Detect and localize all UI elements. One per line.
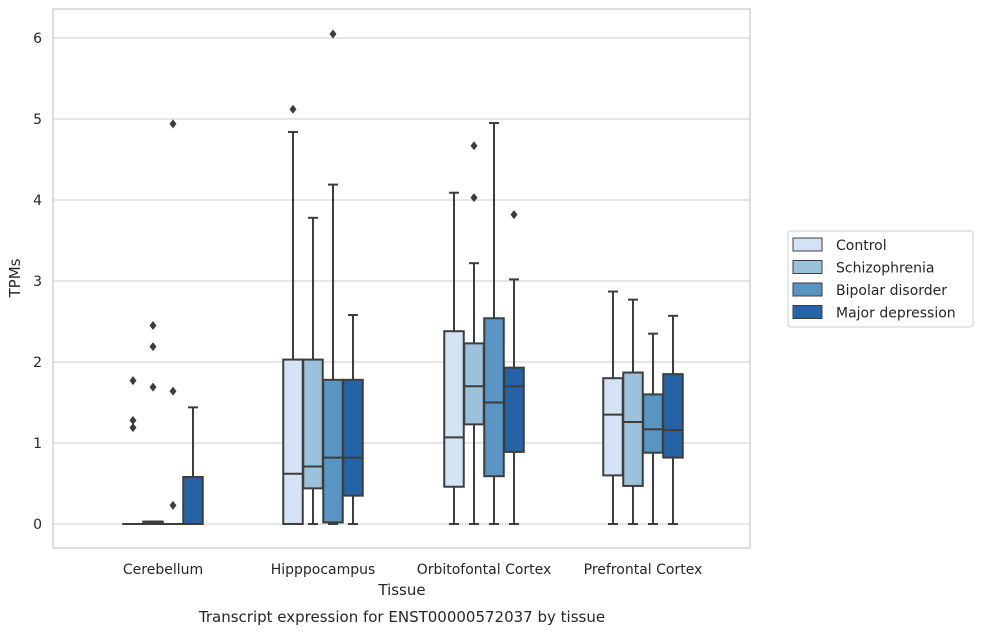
grid-layer [53, 37, 750, 525]
box-schizophrenia-0 [142, 321, 164, 526]
legend-swatch [792, 260, 823, 274]
box-iqr [463, 342, 485, 426]
box-major-depression-0 [182, 406, 204, 525]
box-iqr [443, 330, 465, 488]
outlier-point [129, 415, 137, 425]
x-tick-label: Orbitofontal Cortex [417, 562, 552, 578]
boxes-layer [122, 29, 684, 526]
box-control-3 [602, 290, 624, 525]
outlier-point [149, 382, 157, 392]
y-tick-label-4: 4 [33, 193, 42, 209]
box-schizophrenia-1 [302, 216, 324, 525]
legend-label: Control [836, 238, 887, 254]
box-iqr [662, 373, 684, 459]
box-major-depression-3 [662, 314, 684, 525]
outlier-point [129, 376, 137, 386]
box-bipolar-disorder-1 [322, 29, 344, 525]
x-tick-label: Hipppocampus [271, 562, 376, 578]
box-iqr [622, 371, 644, 487]
outlier-point [510, 210, 518, 220]
box-schizophrenia-2 [463, 141, 485, 525]
box-iqr [302, 358, 324, 490]
box-bipolar-disorder-0 [162, 119, 184, 526]
box-bipolar-disorder-2 [483, 122, 505, 525]
y-tick-label-6: 6 [33, 31, 42, 47]
y-axis-ticks: 0 1 2 3 4 5 6 [33, 31, 42, 533]
box-bipolar-disorder-3 [642, 332, 664, 525]
box-iqr [342, 378, 364, 497]
box-iqr [182, 476, 204, 525]
box-control-2 [443, 191, 465, 525]
outlier-point [169, 500, 177, 510]
box-iqr [642, 393, 664, 454]
legend-swatch [792, 237, 823, 252]
plot-frame [52, 8, 751, 549]
outlier-point [470, 193, 478, 203]
x-tick-label: Prefrontal Cortex [584, 562, 703, 578]
legend-swatch [792, 282, 823, 297]
outlier-point [470, 141, 478, 151]
box-iqr [483, 317, 505, 478]
x-axis-ticks: Cerebellum Hipppocampus Orbitofontal Corte… [123, 562, 702, 578]
x-tick-label: Cerebellum [123, 562, 203, 578]
box-iqr [322, 378, 344, 524]
outlier-point [169, 119, 177, 129]
y-tick-label-2: 2 [33, 355, 42, 371]
legend-frame [787, 230, 974, 328]
legend-label: Schizophrenia [836, 261, 934, 277]
y-tick-label-0: 0 [33, 517, 42, 533]
outlier-point [329, 29, 337, 39]
y-tick-label-3: 3 [33, 274, 42, 290]
chart-caption: Transcript expression for ENST0000057203… [198, 608, 605, 626]
box-iqr [282, 358, 304, 525]
box-iqr [503, 366, 525, 453]
box-major-depression-1 [342, 314, 364, 525]
box-control-0 [122, 376, 144, 526]
outlier-point [149, 342, 157, 352]
outlier-point [169, 386, 177, 396]
legend-swatch [792, 305, 823, 319]
box-control-1 [282, 104, 304, 525]
legend-label: Bipolar disorder [836, 283, 947, 299]
legend-label: Major depression [836, 306, 956, 322]
x-axis-title: Tissue [377, 581, 425, 599]
box-iqr [602, 377, 624, 477]
y-tick-label-5: 5 [33, 112, 42, 128]
outlier-point [129, 423, 137, 433]
box-schizophrenia-3 [622, 298, 644, 525]
outlier-point [289, 104, 297, 114]
outlier-point [149, 321, 157, 331]
legend: Control Schizophrenia Bipolar disorder Majo… [787, 230, 974, 328]
box-major-depression-2 [503, 210, 525, 525]
y-axis-title: TPMs [6, 258, 24, 298]
y-tick-label-1: 1 [33, 436, 42, 452]
